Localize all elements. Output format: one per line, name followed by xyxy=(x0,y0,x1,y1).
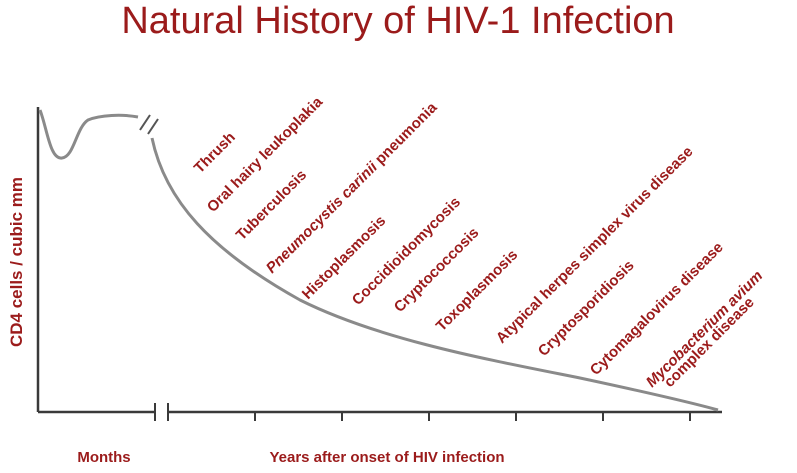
label-atypical-hsv: Atypical herpes simplex virus disease xyxy=(493,143,697,347)
x-axis-label-years: Years after onset of HIV infection xyxy=(269,449,504,466)
label-thrush: Thrush xyxy=(191,129,239,177)
cd4-curve-months xyxy=(38,109,139,160)
curve-break-marks xyxy=(139,114,159,135)
y-axis-label: CD4 cells / cubic mm xyxy=(7,177,26,347)
label-pcp-rest: pneumonia xyxy=(369,99,441,171)
page-title: Natural History of HIV-1 Infection xyxy=(121,0,674,42)
cd4-curve-years xyxy=(150,137,719,412)
x-axis-break-marks xyxy=(154,403,169,421)
label-pcp-italic: Pneumocystis carinii xyxy=(263,158,382,277)
x-axis-ticks xyxy=(254,412,691,421)
x-axis-label-months: Months xyxy=(77,449,130,466)
infection-labels: Thrush Oral hairy leukoplakia Tuberculos… xyxy=(191,93,766,391)
label-mycobacterium-avium: Mycobacterium avium xyxy=(643,267,766,390)
label-complex-disease: complex disease xyxy=(661,294,758,391)
